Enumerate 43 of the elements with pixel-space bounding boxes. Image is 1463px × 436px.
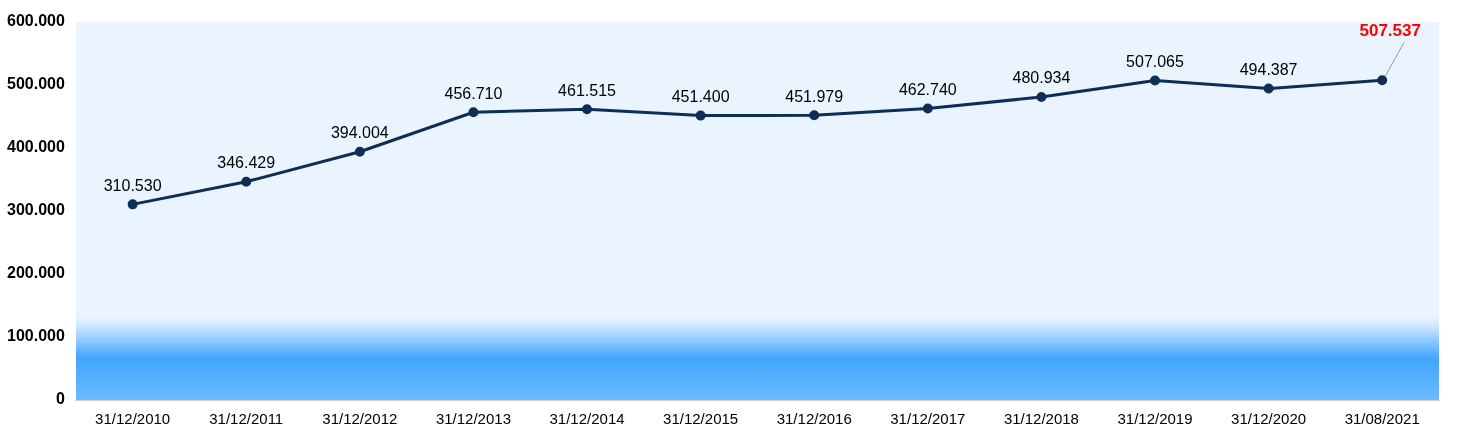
y-tick-label: 0 xyxy=(55,390,65,408)
x-tick-label: 31/08/2021 xyxy=(1344,410,1420,428)
y-tick-label: 400.000 xyxy=(6,138,65,156)
point xyxy=(1377,75,1388,86)
data-label: 451.400 xyxy=(671,88,730,106)
data-label: 494.387 xyxy=(1239,60,1298,78)
point xyxy=(809,110,820,121)
y-tick-label: 500.000 xyxy=(6,75,65,93)
point xyxy=(1150,75,1161,86)
point xyxy=(922,103,933,114)
y-tick-label: 100.000 xyxy=(6,327,65,345)
x-tick-label: 31/12/2017 xyxy=(890,410,966,428)
y-tick-label: 200.000 xyxy=(6,264,65,282)
point xyxy=(468,107,479,118)
x-tick-label: 31/12/2019 xyxy=(1117,410,1193,428)
x-tick-label: 31/12/2013 xyxy=(435,410,511,428)
data-label: 451.979 xyxy=(785,87,844,105)
x-tick-label: 31/12/2020 xyxy=(1231,410,1307,428)
data-label: 507.065 xyxy=(1126,52,1185,70)
data-label: 394.004 xyxy=(330,124,389,142)
data-label: 310.530 xyxy=(103,176,162,194)
point xyxy=(582,104,593,115)
x-tick-label: 31/12/2011 xyxy=(209,410,284,428)
data-label: 480.934 xyxy=(1012,69,1071,87)
x-tick-label: 31/12/2014 xyxy=(549,410,625,428)
point xyxy=(1036,92,1047,103)
x-tick-label: 31/12/2015 xyxy=(663,410,739,428)
x-tick-label: 31/12/2010 xyxy=(95,410,171,428)
y-tick-label: 300.000 xyxy=(6,201,65,219)
point xyxy=(241,176,252,187)
point xyxy=(354,146,365,157)
data-label: 456.710 xyxy=(444,84,503,102)
data-label: 346.429 xyxy=(217,154,276,172)
annotation: 507.537 xyxy=(1359,21,1421,41)
data-label: 462.740 xyxy=(898,80,957,98)
data-label: 461.515 xyxy=(558,81,617,99)
x-tick-label: 31/12/2018 xyxy=(1003,410,1079,428)
x-tick-label: 31/12/2012 xyxy=(322,410,398,428)
y-tick-label: 600.000 xyxy=(6,12,65,30)
point xyxy=(695,110,706,121)
x-tick-label: 31/12/2016 xyxy=(776,410,852,428)
point xyxy=(127,199,138,210)
point xyxy=(1263,83,1274,94)
